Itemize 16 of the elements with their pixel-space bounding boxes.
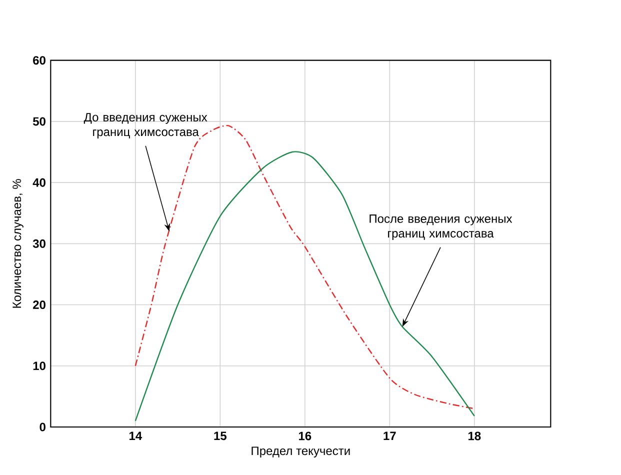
y-axis-title: Количество случаев, % — [12, 179, 24, 308]
y-tick-label: 60 — [33, 56, 46, 65]
y-tick-label: 20 — [33, 300, 46, 310]
y-tick-label: 40 — [32, 178, 46, 187]
x-tick-label: 14 — [129, 432, 142, 440]
y-tick-label: 0 — [40, 422, 46, 432]
y-tick-label: 50 — [32, 117, 46, 126]
y-tick-label: 10 — [33, 362, 46, 370]
annotation: После введения суженых границ химсостава — [370, 214, 512, 240]
x-tick-label: 16 — [298, 432, 312, 440]
x-tick-label: 18 — [468, 432, 481, 440]
x-axis-title: Предел текучести — [252, 446, 350, 458]
x-tick-label: 15 — [214, 432, 226, 440]
x-tick-label: 17 — [384, 432, 396, 440]
annotation: До введения суженых границ химсостава — [84, 113, 208, 139]
y-tick-label: 30 — [32, 239, 46, 248]
